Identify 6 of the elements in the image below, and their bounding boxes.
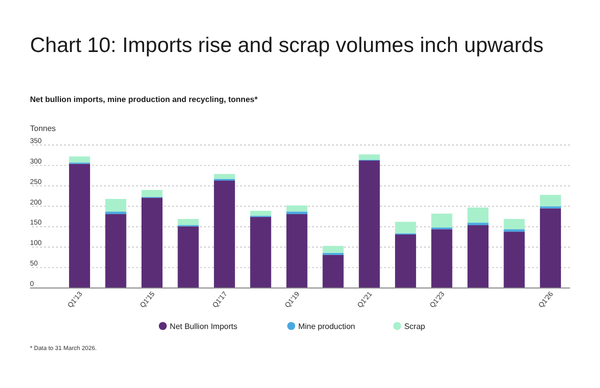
legend-label: Scrap (404, 322, 426, 331)
legend-label: Mine production (298, 322, 356, 331)
chart-subtitle: Net bullion imports, mine production and recycling, tonnes* (30, 95, 258, 104)
legend-label: Net Bullion Imports (170, 322, 238, 331)
y-axis-title: Tonnes (30, 124, 56, 133)
chart-title: Chart 10: Imports rise and scrap volumes inch upwards (30, 34, 544, 57)
